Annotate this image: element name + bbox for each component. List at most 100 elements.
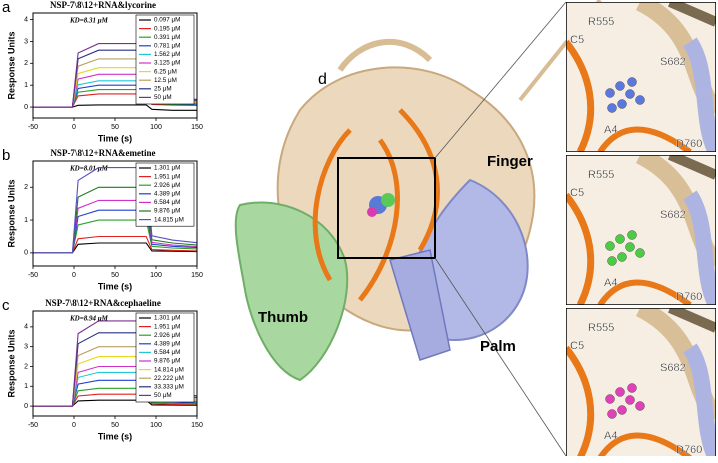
y-tick-label: 3 — [24, 344, 28, 351]
y-tick-label: 2 — [24, 184, 28, 191]
ligand-atom — [605, 241, 615, 251]
rna — [566, 192, 595, 305]
legend-label: 25 μM — [154, 85, 172, 92]
inset: R555 C5 S682 A4 D760 — [566, 308, 716, 456]
legend-label: 6.584 μM — [154, 349, 180, 356]
helix — [683, 343, 716, 456]
strand — [668, 2, 716, 27]
rna — [566, 39, 595, 152]
rna — [566, 345, 595, 456]
inset: R555 C5 S682 A4 D760 — [566, 2, 716, 152]
residue-label: S682 — [660, 362, 686, 374]
y-tick-label: 2 — [24, 363, 28, 370]
x-axis-label: Time (s) — [98, 431, 132, 441]
zoom-line — [434, 257, 567, 457]
panel-label: a — [2, 0, 11, 16]
chart-subtitle: KD=8.01 μM — [69, 165, 109, 173]
x-tick-label: 50 — [111, 272, 119, 279]
y-tick-label: 3 — [24, 38, 28, 45]
charts: a NSP-7\8\12+RNA&lycorine KD=8.31 μM Time (… — [2, 0, 203, 441]
legend-label: 1.951 μM — [154, 173, 180, 180]
y-tick-label: 2 — [24, 60, 28, 67]
legend-label: 4.389 μM — [154, 340, 180, 347]
series-line — [33, 104, 197, 111]
series-line — [33, 235, 198, 254]
domain-label: Finger — [487, 153, 533, 170]
y-axis-label: Response Units — [6, 31, 16, 99]
rna — [597, 432, 692, 456]
structure-panel: d Finger Thumb Palm — [234, 0, 602, 457]
legend-label: 33.333 μM — [154, 383, 184, 390]
x-tick-label: -50 — [28, 124, 38, 131]
x-tick-label: 0 — [72, 124, 76, 131]
ligand — [381, 193, 395, 207]
residue-label: C5 — [570, 34, 584, 46]
ligand-atom — [607, 409, 617, 419]
chart-title: NSP-7\8\12+RNA&lycorine — [50, 0, 156, 10]
chart-subtitle: KD=8.31 μM — [69, 17, 109, 25]
zoom-box — [337, 157, 436, 259]
domain-label: Thumb — [258, 309, 308, 326]
ligand-atom — [605, 394, 615, 404]
ligand-atom — [625, 395, 635, 405]
x-tick-label: 150 — [191, 124, 203, 131]
legend-box — [135, 162, 195, 227]
x-tick-label: 0 — [72, 272, 76, 279]
rna — [597, 279, 692, 305]
legend-label: 4.389 μM — [154, 190, 180, 197]
ligand-atom — [625, 242, 635, 252]
x-tick-label: 150 — [191, 422, 203, 429]
residue-label: C5 — [570, 340, 584, 352]
legend-label: 6.584 μM — [154, 199, 180, 206]
legend-label: 0.781 μM — [154, 42, 180, 49]
ligand-atom — [615, 387, 625, 397]
x-axis-label: Time (s) — [98, 133, 132, 143]
x-tick-label: 150 — [191, 272, 203, 279]
series-line — [33, 242, 198, 254]
x-tick-label: -50 — [28, 422, 38, 429]
legend-label: 2.926 μM — [154, 332, 180, 339]
domain-label: Palm — [480, 338, 516, 355]
residue-label: R555 — [588, 322, 614, 334]
plot-frame — [32, 12, 198, 119]
x-tick-label: 100 — [150, 422, 162, 429]
legend-label: 1.562 μM — [154, 51, 180, 58]
ligand-atom — [607, 256, 617, 266]
legend-label: 9.876 μM — [154, 358, 180, 365]
x-tick-label: -50 — [28, 272, 38, 279]
legend-label: 1.301 μM — [154, 165, 180, 172]
x-axis-label: Time (s) — [98, 281, 132, 291]
residue-label: S682 — [660, 209, 686, 221]
residue-label: C5 — [570, 187, 584, 199]
legend-label: 22.222 μM — [154, 375, 184, 382]
chart-title: NSP-7\8\12+RNA&cephaeline — [45, 298, 161, 308]
ligand-atom — [635, 401, 645, 411]
residue-label: R555 — [588, 169, 614, 181]
residue-label: D760 — [676, 444, 702, 456]
legend-label: 1.951 μM — [154, 323, 180, 330]
y-axis-label: Response Units — [6, 179, 16, 247]
palm-sheet — [389, 249, 451, 361]
panel-label: c — [2, 297, 10, 314]
series-line — [33, 167, 198, 254]
residue-label: D760 — [676, 138, 702, 150]
y-tick-label: 4 — [24, 324, 28, 331]
ligand-atom — [635, 95, 645, 105]
ligand-atom — [615, 81, 625, 91]
residue-label: S682 — [660, 56, 686, 68]
series-line — [33, 399, 198, 407]
plot-frame — [32, 160, 198, 267]
legend-label: 1.301 μM — [154, 315, 180, 322]
insets: R555 C5 S682 A4 D760 R555 C5 S682 A4 D760 R555 C5 S6… — [566, 2, 716, 456]
legend-label: 50 μM — [154, 94, 172, 101]
legend-label: 6.25 μM — [154, 68, 177, 75]
series-line — [33, 387, 198, 407]
y-tick-label: 1 — [24, 217, 28, 224]
legend-label: 2.926 μM — [154, 182, 180, 189]
ligand-atom — [625, 89, 635, 99]
chart-title: NSP-7\8\12+RNA&emetine — [50, 148, 155, 158]
y-tick-label: 4 — [24, 16, 28, 23]
legend-label: 14.814 μM — [154, 366, 184, 373]
helix — [683, 190, 716, 305]
legend-label: 9.876 μM — [154, 208, 180, 215]
